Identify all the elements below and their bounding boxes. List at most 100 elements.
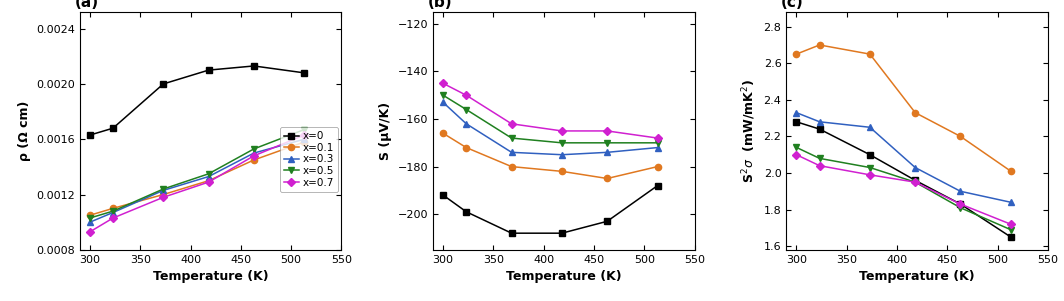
x=0.1	[954, 135, 967, 138]
x=0.3	[909, 166, 921, 169]
x=0.5	[555, 141, 568, 145]
X-axis label: Temperature (K): Temperature (K)	[506, 270, 621, 283]
x=0.1	[157, 193, 170, 196]
x=0	[651, 184, 664, 188]
x=0.7	[555, 129, 568, 133]
x=0	[157, 82, 170, 86]
x=0.1	[864, 52, 877, 56]
Line: x=0.5: x=0.5	[794, 144, 1014, 233]
x=0	[83, 133, 96, 137]
x=0.3	[298, 138, 311, 141]
x=0.5	[505, 136, 518, 140]
x=0.5	[601, 141, 614, 145]
x=0.5	[157, 187, 170, 191]
x=0.1	[83, 213, 96, 217]
x=0.7	[1004, 222, 1017, 226]
Line: x=0.5: x=0.5	[87, 126, 307, 221]
x=0.5	[436, 94, 449, 97]
x=0.3	[248, 151, 261, 155]
Line: x=0.7: x=0.7	[440, 80, 661, 141]
X-axis label: Temperature (K): Temperature (K)	[860, 270, 975, 283]
x=0	[436, 193, 449, 197]
x=0.5	[106, 209, 119, 213]
x=0.5	[909, 180, 921, 184]
x=0.3	[601, 150, 614, 154]
x=0	[460, 210, 472, 214]
x=0.1	[436, 132, 449, 135]
x=0.5	[791, 146, 803, 149]
x=0.1	[651, 165, 664, 169]
x=0.3	[651, 146, 664, 149]
x=0.1	[555, 169, 568, 173]
x=0.3	[436, 101, 449, 104]
Y-axis label: ρ (Ω cm): ρ (Ω cm)	[17, 101, 31, 161]
Line: x=0: x=0	[440, 182, 661, 236]
x=0.5	[651, 141, 664, 145]
x=0	[555, 231, 568, 235]
x=0.5	[298, 128, 311, 131]
x=0	[909, 178, 921, 182]
x=0.3	[813, 120, 826, 124]
x=0.3	[1004, 200, 1017, 204]
x=0.7	[248, 154, 261, 158]
x=0.7	[436, 82, 449, 85]
x=0.7	[157, 195, 170, 199]
x=0.3	[202, 175, 215, 178]
x=0.3	[83, 220, 96, 224]
x=0.5	[813, 157, 826, 160]
Line: x=0: x=0	[87, 63, 307, 138]
x=0.5	[202, 172, 215, 175]
x=0.1	[1004, 169, 1017, 173]
Y-axis label: S (μV/K): S (μV/K)	[379, 102, 393, 160]
x=0	[106, 126, 119, 130]
x=0.5	[460, 108, 472, 111]
x=0	[791, 120, 803, 124]
x=0.1	[248, 158, 261, 162]
x=0.7	[791, 153, 803, 157]
Line: x=0.7: x=0.7	[87, 132, 307, 235]
x=0.1	[202, 179, 215, 182]
Text: (a): (a)	[74, 0, 99, 10]
x=0.1	[106, 206, 119, 210]
x=0.3	[864, 126, 877, 129]
Line: x=0.1: x=0.1	[794, 42, 1014, 174]
x=0.5	[248, 147, 261, 151]
x=0.5	[954, 206, 967, 209]
x=0.1	[791, 52, 803, 56]
x=0.7	[651, 136, 664, 140]
x=0.3	[791, 111, 803, 114]
x=0.3	[106, 211, 119, 214]
x=0	[813, 127, 826, 131]
x=0.7	[601, 129, 614, 133]
x=0.7	[954, 202, 967, 206]
x=0.7	[83, 230, 96, 234]
x=0	[505, 231, 518, 235]
x=0.7	[813, 164, 826, 167]
Line: x=0.7: x=0.7	[794, 152, 1014, 227]
x=0.3	[460, 122, 472, 126]
x=0.7	[505, 122, 518, 126]
x=0.1	[813, 43, 826, 47]
Line: x=0.1: x=0.1	[87, 139, 307, 219]
Line: x=0.3: x=0.3	[87, 136, 307, 225]
x=0	[202, 68, 215, 72]
X-axis label: Temperature (K): Temperature (K)	[153, 270, 268, 283]
x=0	[954, 202, 967, 206]
Legend: x=0, x=0.1, x=0.3, x=0.5, x=0.7: x=0, x=0.1, x=0.3, x=0.5, x=0.7	[280, 127, 338, 192]
x=0	[298, 71, 311, 75]
x=0.1	[460, 146, 472, 149]
x=0	[1004, 235, 1017, 239]
x=0.7	[864, 173, 877, 177]
x=0.7	[298, 133, 311, 137]
x=0.7	[106, 216, 119, 220]
x=0.5	[1004, 228, 1017, 231]
Line: x=0.5: x=0.5	[440, 92, 661, 146]
x=0.3	[505, 150, 518, 154]
x=0	[601, 219, 614, 223]
x=0.7	[460, 94, 472, 97]
x=0.3	[555, 153, 568, 157]
Text: (b): (b)	[428, 0, 452, 10]
x=0.7	[909, 180, 921, 184]
x=0.3	[157, 188, 170, 192]
x=0.1	[601, 177, 614, 180]
